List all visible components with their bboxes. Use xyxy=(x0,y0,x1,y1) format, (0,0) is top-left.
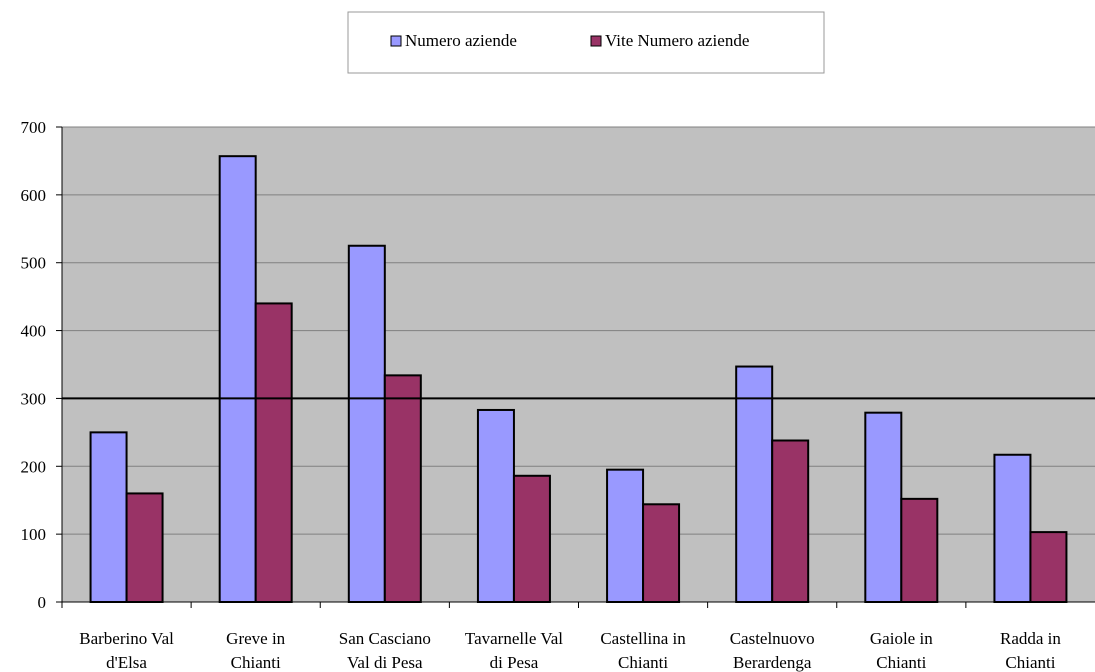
bar-vite-numero-aziende-5 xyxy=(771,439,810,603)
x-category-label-2-line-0: San Casciano xyxy=(339,629,431,648)
x-category-label-6-line-0: Gaiole in xyxy=(870,629,933,648)
bar-vite-numero-aziende-2 xyxy=(383,374,422,603)
bar-numero-aziende-6 xyxy=(864,411,903,603)
legend-label-vite-numero-aziende: Vite Numero aziende xyxy=(605,31,749,50)
legend-swatch-numero-aziende xyxy=(390,35,402,47)
plot-area xyxy=(62,127,1095,602)
x-category-label-5-line-0: Castelnuovo xyxy=(730,629,815,648)
y-tick-label-300: 300 xyxy=(21,389,47,408)
legend-swatch-vite-numero-aziende xyxy=(590,35,602,47)
bar-numero-aziende-0 xyxy=(89,431,128,603)
x-category-label-1-line-1: Chianti xyxy=(231,653,281,672)
legend-label-numero-aziende: Numero aziende xyxy=(405,31,517,50)
bar-vite-numero-aziende-1 xyxy=(254,302,293,603)
legend-box xyxy=(347,11,825,74)
x-category-label-4-line-0: Castellina in xyxy=(600,629,686,648)
y-tick-label-0: 0 xyxy=(38,593,47,612)
x-category-label-1-line-0: Greve in xyxy=(226,629,286,648)
bar-vite-numero-aziende-6 xyxy=(900,497,939,604)
y-tick-label-100: 100 xyxy=(21,525,47,544)
bar-vite-numero-aziende-0 xyxy=(125,492,164,603)
x-category-label-3-line-1: di Pesa xyxy=(490,653,539,672)
x-category-label-7-line-0: Radda in xyxy=(1000,629,1061,648)
x-category-label-5-line-1: Berardenga xyxy=(733,653,812,672)
bar-numero-aziende-2 xyxy=(347,244,386,603)
legend: Numero aziende Vite Numero aziende xyxy=(347,11,825,74)
y-tick-label-500: 500 xyxy=(21,254,47,273)
x-category-label-4-line-1: Chianti xyxy=(618,653,668,672)
y-axis-ticks: 0 100 200 300 400 500 600 700 xyxy=(21,118,62,612)
y-tick-label-600: 600 xyxy=(21,186,47,205)
x-category-label-3-line-0: Tavarnelle Val xyxy=(465,629,563,648)
x-axis-labels: Barberino Val d'Elsa Greve in Chianti San Ca… xyxy=(61,602,1061,672)
bar-vite-numero-aziende-3 xyxy=(512,474,551,603)
bars xyxy=(89,155,1068,604)
bar-numero-aziende-7 xyxy=(993,453,1032,603)
bar-numero-aziende-4 xyxy=(606,468,645,603)
y-tick-label-700: 700 xyxy=(21,118,47,137)
bar-vite-numero-aziende-4 xyxy=(642,503,681,603)
x-category-label-7-line-1: Chianti xyxy=(1005,653,1055,672)
x-category-label-0-line-0: Barberino Val xyxy=(79,629,174,648)
bar-vite-numero-aziende-7 xyxy=(1029,531,1068,603)
bar-numero-aziende-5 xyxy=(735,365,774,603)
bar-numero-aziende-3 xyxy=(476,408,515,604)
y-tick-label-400: 400 xyxy=(21,322,47,341)
x-category-label-2-line-1: Val di Pesa xyxy=(347,653,423,672)
y-tick-label-200: 200 xyxy=(21,457,47,476)
x-category-label-6-line-1: Chianti xyxy=(876,653,926,672)
x-category-label-0-line-1: d'Elsa xyxy=(106,653,147,672)
bar-numero-aziende-1 xyxy=(218,155,257,604)
